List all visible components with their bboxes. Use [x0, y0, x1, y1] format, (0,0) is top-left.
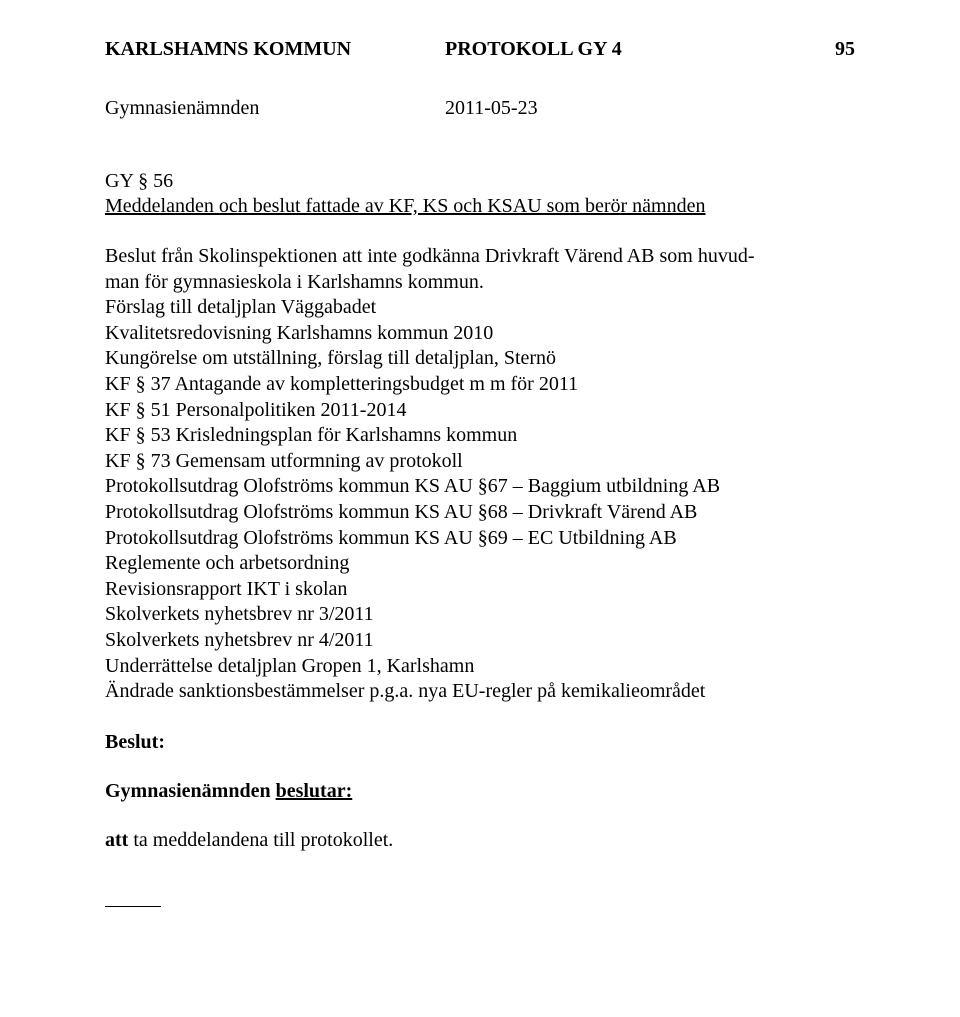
body-line: Kvalitetsredovisning Karlshamns kommun 2…: [105, 321, 855, 347]
body-line: Protokollsutdrag Olofströms kommun KS AU…: [105, 500, 855, 526]
document-header: KARLSHAMNS KOMMUN PROTOKOLL GY 4 95: [105, 38, 855, 61]
decision-prefix: Gymnasienämnden: [105, 780, 276, 802]
att-rest: ta meddelandena till protokollet.: [128, 829, 393, 851]
body-line: Skolverkets nyhetsbrev nr 4/2011: [105, 628, 855, 654]
header-organization: KARLSHAMNS KOMMUN: [105, 38, 445, 61]
body-line: Revisionsrapport IKT i skolan: [105, 577, 855, 603]
beslut-label: Beslut:: [105, 731, 855, 754]
body-line: KF § 37 Antagande av kompletteringsbudge…: [105, 372, 855, 398]
body-line: Beslut från Skolinspektionen att inte go…: [105, 244, 855, 270]
body-text: Beslut från Skolinspektionen att inte go…: [105, 244, 855, 705]
body-line: Reglemente och arbetsordning: [105, 551, 855, 577]
body-line: man för gymnasieskola i Karlshamns kommu…: [105, 270, 855, 296]
footer-rule: [105, 906, 161, 907]
att-bold: att: [105, 829, 128, 851]
body-line: Skolverkets nyhetsbrev nr 3/2011: [105, 602, 855, 628]
document-subheader: Gymnasienämnden 2011-05-23: [105, 97, 855, 120]
decision-underlined: beslutar:: [276, 780, 353, 802]
body-line: KF § 51 Personalpolitiken 2011-2014: [105, 398, 855, 424]
body-line: KF § 53 Krisledningsplan för Karlshamns …: [105, 423, 855, 449]
decision-line: Gymnasienämnden beslutar:: [105, 780, 855, 803]
subheader-date: 2011-05-23: [445, 97, 695, 120]
body-line: Ändrade sanktionsbestämmelser p.g.a. nya…: [105, 679, 855, 705]
body-line: Kungörelse om utställning, förslag till …: [105, 346, 855, 372]
body-line: Protokollsutdrag Olofströms kommun KS AU…: [105, 526, 855, 552]
header-page-number: 95: [835, 38, 855, 61]
body-line: Underrättelse detaljplan Gropen 1, Karls…: [105, 654, 855, 680]
section-reference: GY § 56: [105, 170, 855, 193]
body-line: Protokollsutdrag Olofströms kommun KS AU…: [105, 474, 855, 500]
att-line: att ta meddelandena till protokollet.: [105, 829, 855, 852]
subheader-body: Gymnasienämnden: [105, 97, 445, 120]
header-protocol: PROTOKOLL GY 4: [445, 38, 695, 61]
section-title: Meddelanden och beslut fattade av KF, KS…: [105, 195, 855, 218]
body-line: Förslag till detaljplan Väggabadet: [105, 295, 855, 321]
body-line: KF § 73 Gemensam utformning av protokoll: [105, 449, 855, 475]
